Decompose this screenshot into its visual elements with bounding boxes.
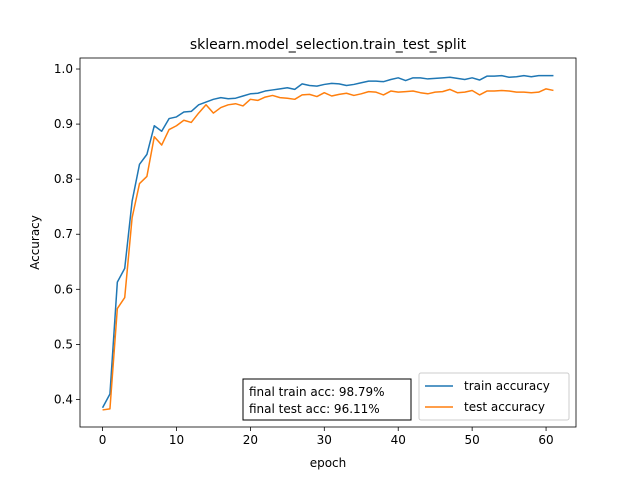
chart-title: sklearn.model_selection.train_test_split (190, 37, 467, 53)
x-tick-label: 40 (391, 433, 406, 447)
x-tick-label: 0 (99, 433, 107, 447)
legend: train accuracy test accuracy (418, 372, 570, 421)
legend-label-train-accuracy: train accuracy (464, 379, 550, 393)
x-tick-label: 60 (538, 433, 553, 447)
x-tick-label: 10 (169, 433, 184, 447)
series-line-test-accuracy (102, 88, 554, 411)
x-tick-label: 50 (465, 433, 480, 447)
annotation-box (242, 378, 412, 421)
y-tick-label: 0.5 (54, 337, 73, 351)
plot-frame (79, 57, 577, 428)
x-axis-label: epoch (310, 456, 347, 470)
x-tick-label: 30 (317, 433, 332, 447)
legend-box (418, 372, 570, 421)
y-tick-label: 0.9 (54, 117, 73, 131)
y-tick-label: 1.0 (54, 62, 73, 76)
final-accuracy-annotation: final train acc: 98.79% final test acc: … (242, 378, 412, 421)
y-tick-label: 0.7 (54, 227, 73, 241)
series-layer (101, 74, 554, 411)
x-axis: 0 10 20 30 40 50 60 (99, 427, 554, 447)
annotation-line-test: final test acc: 96.11% (249, 402, 380, 416)
series-line-train-accuracy (101, 74, 554, 409)
y-tick-label: 0.8 (54, 172, 73, 186)
annotation-line-train: final train acc: 98.79% (249, 385, 385, 399)
y-tick-label: 0.4 (54, 392, 73, 406)
x-tick-label: 20 (243, 433, 258, 447)
legend-label-test-accuracy: test accuracy (464, 400, 545, 414)
y-axis: 0.4 0.5 0.6 0.7 0.8 0.9 1.0 (54, 62, 80, 406)
plot-area (80, 58, 576, 427)
y-axis-label: Accuracy (28, 215, 42, 270)
y-tick-label: 0.6 (54, 282, 73, 296)
